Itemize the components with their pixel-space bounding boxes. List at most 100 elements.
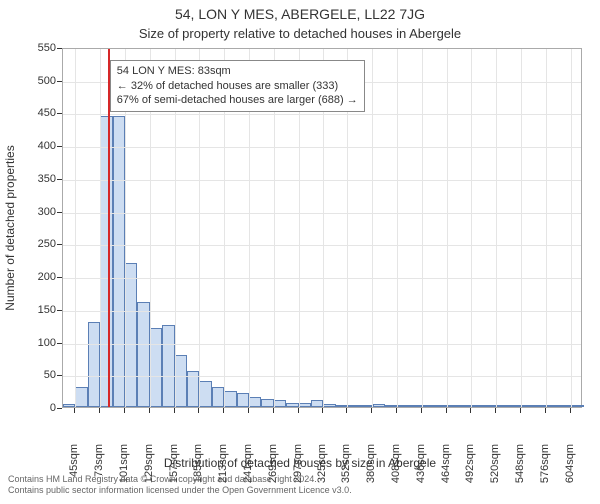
x-tick xyxy=(298,408,299,413)
gridline-h xyxy=(63,147,581,148)
gridline-h xyxy=(63,344,581,345)
x-tick xyxy=(322,408,323,413)
histogram-bar xyxy=(100,116,112,407)
y-tick xyxy=(57,179,62,180)
y-tick-label: 0 xyxy=(6,402,56,414)
chart-subtitle: Size of property relative to detached ho… xyxy=(0,26,600,41)
annotation-box: 54 LON Y MES: 83sqm ← 32% of detached ho… xyxy=(110,60,365,113)
y-tick-label: 500 xyxy=(6,75,56,87)
x-tick xyxy=(495,408,496,413)
x-axis-label: Distribution of detached houses by size … xyxy=(0,456,600,470)
y-tick-label: 300 xyxy=(6,206,56,218)
x-tick xyxy=(520,408,521,413)
y-tick-label: 450 xyxy=(6,107,56,119)
x-tick xyxy=(74,408,75,413)
x-tick xyxy=(99,408,100,413)
histogram-bar xyxy=(348,405,360,407)
histogram-bar xyxy=(472,405,484,407)
x-tick xyxy=(570,408,571,413)
y-axis-label: Number of detached properties xyxy=(3,145,17,310)
y-tick xyxy=(57,310,62,311)
gridline-v xyxy=(546,49,547,407)
y-tick-label: 50 xyxy=(6,369,56,381)
x-tick xyxy=(396,408,397,413)
footer-line: Contains HM Land Registry data © Crown c… xyxy=(8,474,592,485)
histogram-bar xyxy=(113,116,125,407)
x-tick xyxy=(470,408,471,413)
page-title: 54, LON Y MES, ABERGELE, LL22 7JG xyxy=(0,6,600,22)
y-tick xyxy=(57,375,62,376)
annotation-line: 67% of semi-detached houses are larger (… xyxy=(117,93,358,108)
chart-container: 54, LON Y MES, ABERGELE, LL22 7JG Size o… xyxy=(0,0,600,500)
y-tick xyxy=(57,244,62,245)
gridline-h xyxy=(63,311,581,312)
annotation-line: ← 32% of detached houses are smaller (33… xyxy=(117,79,358,94)
y-tick xyxy=(57,48,62,49)
histogram-bar xyxy=(286,403,298,407)
histogram-bar xyxy=(249,397,261,407)
gridline-v xyxy=(571,49,572,407)
x-tick xyxy=(446,408,447,413)
histogram-bar xyxy=(423,405,435,407)
histogram-bar xyxy=(63,404,75,407)
x-tick xyxy=(346,408,347,413)
y-tick xyxy=(57,113,62,114)
histogram-bar xyxy=(299,403,311,407)
footer: Contains HM Land Registry data © Crown c… xyxy=(8,474,592,497)
y-tick-label: 100 xyxy=(6,337,56,349)
y-tick-label: 250 xyxy=(6,238,56,250)
histogram-bar xyxy=(75,387,87,407)
x-tick xyxy=(421,408,422,413)
y-tick-label: 200 xyxy=(6,271,56,283)
histogram-bar xyxy=(522,405,534,407)
histogram-bar xyxy=(547,405,559,407)
x-tick xyxy=(545,408,546,413)
histogram-bar xyxy=(311,400,323,407)
histogram-bar xyxy=(274,400,286,407)
y-tick xyxy=(57,212,62,213)
x-tick xyxy=(198,408,199,413)
histogram-bar xyxy=(162,325,174,407)
gridline-v xyxy=(75,49,76,407)
x-tick xyxy=(124,408,125,413)
histogram-bar xyxy=(447,405,459,407)
histogram-bar xyxy=(150,328,162,407)
y-tick-label: 350 xyxy=(6,173,56,185)
gridline-h xyxy=(63,376,581,377)
gridline-v xyxy=(496,49,497,407)
histogram-bar xyxy=(125,263,137,407)
y-tick xyxy=(57,408,62,409)
histogram-bar xyxy=(212,387,224,407)
histogram-bar xyxy=(224,391,236,407)
histogram-bar xyxy=(237,393,249,407)
gridline-h xyxy=(63,114,581,115)
gridline-v xyxy=(471,49,472,407)
gridline-v xyxy=(447,49,448,407)
y-tick xyxy=(57,277,62,278)
histogram-bar xyxy=(398,405,410,407)
y-tick xyxy=(57,81,62,82)
x-tick xyxy=(174,408,175,413)
histogram-bar xyxy=(373,404,385,407)
x-tick xyxy=(371,408,372,413)
gridline-v xyxy=(372,49,373,407)
y-tick-label: 150 xyxy=(6,304,56,316)
y-tick-label: 550 xyxy=(6,42,56,54)
histogram-bar xyxy=(88,322,100,407)
plot-area: 54 LON Y MES: 83sqm ← 32% of detached ho… xyxy=(62,48,582,408)
x-tick xyxy=(248,408,249,413)
x-tick xyxy=(223,408,224,413)
gridline-h xyxy=(63,213,581,214)
histogram-bar xyxy=(497,405,509,407)
histogram-bar xyxy=(199,381,211,407)
gridline-v xyxy=(521,49,522,407)
gridline-h xyxy=(63,245,581,246)
footer-line: Contains public sector information licen… xyxy=(8,485,592,496)
gridline-v xyxy=(422,49,423,407)
y-tick-label: 400 xyxy=(6,140,56,152)
annotation-line: 54 LON Y MES: 83sqm xyxy=(117,64,358,79)
gridline-h xyxy=(63,180,581,181)
gridline-v xyxy=(100,49,101,407)
gridline-v xyxy=(397,49,398,407)
y-tick xyxy=(57,343,62,344)
